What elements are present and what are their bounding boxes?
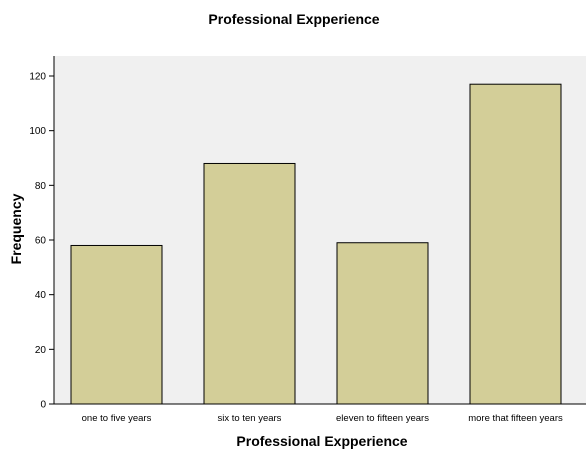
x-tick-label: six to ten years	[218, 413, 282, 424]
x-axis-title: Professional Expperience	[236, 433, 407, 449]
y-tick-label: 60	[35, 236, 47, 247]
x-tick-label: eleven to fifteen years	[336, 413, 429, 424]
bar-eleven-to-fifteen-years	[336, 242, 429, 405]
x-tick-label: one to five years	[82, 413, 152, 424]
y-axis-title: Frequency	[8, 193, 24, 264]
y-axis-ticks: 0 20 40 60 80 100 120	[29, 72, 54, 411]
bar-more-that-fifteen-years	[469, 83, 562, 405]
bar-one-to-five-years	[70, 244, 163, 405]
y-tick-label: 100	[29, 126, 46, 137]
y-tick-label: 120	[29, 72, 46, 83]
y-tick-label: 20	[35, 345, 47, 356]
x-tick-label: more that fifteen years	[468, 413, 563, 424]
y-tick-label: 0	[40, 400, 46, 411]
chart-title: Professional Expperience	[208, 11, 379, 27]
x-axis-tick-labels: one to five years six to ten years eleven …	[82, 413, 563, 424]
y-tick-label: 80	[35, 181, 47, 192]
bar-six-to-ten-years	[203, 162, 296, 405]
y-tick-label: 40	[35, 290, 47, 301]
